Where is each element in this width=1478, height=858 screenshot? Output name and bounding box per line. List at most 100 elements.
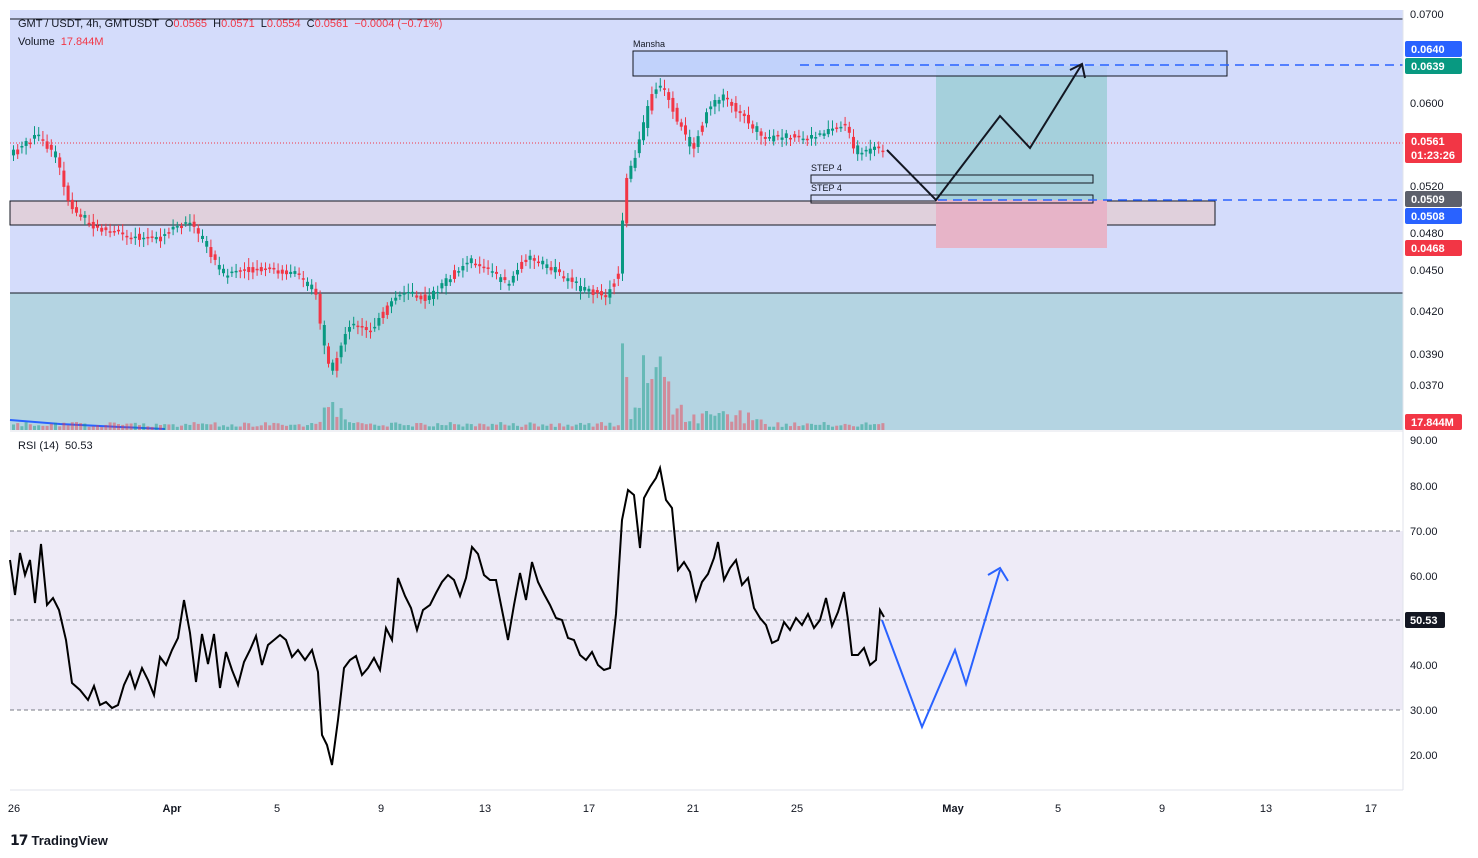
candle-body: [205, 241, 209, 247]
step-box-2[interactable]: [810, 194, 1094, 204]
candle-body: [297, 273, 301, 275]
volume-bar: [591, 426, 595, 430]
candle-body: [461, 265, 465, 271]
candle-body: [852, 136, 855, 149]
volume-bar: [184, 423, 188, 430]
price-projection-path[interactable]: [886, 63, 1083, 202]
candle-body: [881, 150, 885, 153]
candle-body: [108, 231, 112, 233]
candle-body: [192, 221, 196, 227]
candle-body: [318, 293, 322, 324]
volume-bar: [507, 425, 511, 430]
volume-bar: [646, 383, 650, 430]
volume-bar: [474, 426, 477, 430]
candle-body: [814, 137, 818, 139]
step-label-2: STEP 4: [811, 183, 842, 193]
volume-bar: [79, 423, 83, 430]
price-tick-label: 0.0700: [1410, 9, 1444, 21]
rsi-projection-path[interactable]: [881, 569, 1001, 730]
mansha-zone-box[interactable]: [632, 50, 1228, 77]
volume-bar: [726, 414, 729, 430]
rsi-axis[interactable]: 90.00 80.00 70.00 60.00 40.00 30.00 20.00 50.53: [1405, 435, 1445, 762]
volume-bar: [852, 426, 855, 430]
volume-bar: [818, 424, 822, 430]
volume-bar: [520, 426, 524, 430]
volume-bar: [579, 422, 582, 430]
price-axis[interactable]: 0.0700 0.0600 0.0520 0.0480 0.0450 0.0420 0.03…: [1410, 9, 1444, 392]
volume-bar: [625, 377, 629, 430]
candle-body: [343, 333, 347, 345]
candle-body: [545, 264, 549, 268]
volume-bar: [604, 425, 608, 430]
candle-body: [364, 327, 368, 331]
rsi-label[interactable]: RSI (14): [18, 440, 59, 452]
symbol-label[interactable]: GMT / USDT, 4h, GMTUSDT: [18, 18, 159, 30]
candle-body: [650, 94, 654, 111]
candle-body: [856, 145, 860, 155]
volume-bar: [91, 426, 95, 430]
volume-label[interactable]: Volume: [18, 36, 55, 48]
candle-body: [369, 330, 372, 333]
candle-body: [692, 143, 696, 149]
volume-bar: [810, 423, 813, 430]
candle-body: [142, 237, 146, 240]
volume-bar: [595, 423, 599, 430]
candle-body: [121, 232, 125, 235]
time-tick-label: May: [942, 803, 964, 815]
volume-bar: [62, 422, 66, 430]
volume-bar: [465, 423, 469, 430]
volume-bar: [280, 424, 284, 430]
candle-body: [642, 122, 645, 141]
step-box-1[interactable]: [810, 174, 1094, 184]
volume-bar: [847, 424, 851, 430]
volume-bar: [524, 424, 528, 430]
candle-body: [222, 268, 225, 274]
volume-bar: [826, 424, 830, 430]
volume-bar: [398, 423, 402, 430]
volume-bar: [360, 423, 364, 430]
price-tick-label: 0.0480: [1410, 228, 1444, 240]
volume-bar: [499, 422, 503, 430]
candle-body: [234, 270, 238, 273]
candle-body: [129, 237, 133, 240]
volume-bar: [608, 422, 612, 430]
candle-body: [780, 137, 784, 140]
volume-bar: [877, 424, 881, 430]
rsi-tick-label: 70.00: [1410, 526, 1438, 538]
long-position-loss[interactable]: [936, 200, 1107, 248]
candle-body: [671, 97, 675, 112]
candle-body: [112, 231, 116, 233]
tradingview-watermark[interactable]: 𝟭𝟳 TradingView: [10, 832, 108, 849]
candle-body: [625, 177, 629, 224]
volume-bar: [259, 425, 263, 430]
volume-bar: [390, 422, 393, 430]
volume-bar: [192, 422, 196, 430]
candle-body: [385, 305, 389, 315]
volume-bar: [394, 422, 398, 430]
candle-body: [37, 134, 41, 137]
volume-bar: [314, 423, 318, 430]
volume-bar: [24, 422, 28, 430]
volume-bar: [822, 422, 826, 430]
candle-body: [419, 295, 423, 300]
volume-bar: [675, 408, 679, 430]
candle-body: [621, 220, 624, 274]
candle-body: [24, 141, 28, 146]
rsi-projection-arrowhead: [987, 566, 1009, 582]
volume-bar: [100, 426, 104, 430]
volume-bar: [217, 426, 221, 430]
volume-bar: [772, 426, 776, 430]
volume-bar: [348, 422, 351, 430]
long-position-profit[interactable]: [936, 66, 1107, 200]
time-tick-label: 9: [378, 803, 384, 815]
candle-body: [805, 138, 809, 141]
time-tick-label: 17: [583, 803, 595, 815]
candle-body: [331, 362, 335, 371]
candle-body: [730, 101, 734, 106]
volume-bar: [461, 426, 465, 430]
volume-bar: [730, 421, 734, 430]
time-axis[interactable]: 26 Apr 5 9 13 17 21 25 May 5 9 13 17: [8, 803, 1377, 815]
volume-bar: [738, 410, 742, 430]
time-tick-label: 5: [274, 803, 280, 815]
